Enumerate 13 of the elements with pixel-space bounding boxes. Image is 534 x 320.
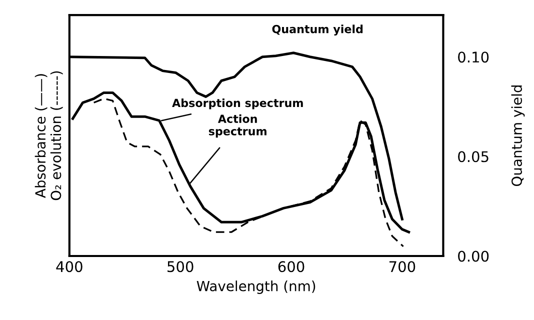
x-tick-label: 600 xyxy=(278,261,304,272)
y-tick-label: 0.00 xyxy=(458,250,489,262)
annotation: Action spectrum xyxy=(208,114,266,138)
y-tick-label: 0.10 xyxy=(458,52,489,63)
annotation: Absorption spectrum xyxy=(172,98,303,110)
x-tick-label: 700 xyxy=(389,261,416,272)
annotation: Quantum yield xyxy=(272,24,363,36)
x-tick-label: 500 xyxy=(168,261,194,272)
x-tick-label: 400 xyxy=(56,261,82,272)
y-tick-label: 0.05 xyxy=(458,151,488,162)
y-axis-title: Absorbance (——) O₂ evolution (------) xyxy=(34,71,63,200)
y2-axis-title: Quantum yield xyxy=(511,86,525,186)
x-axis-title: Wavelength (nm) xyxy=(196,280,316,294)
